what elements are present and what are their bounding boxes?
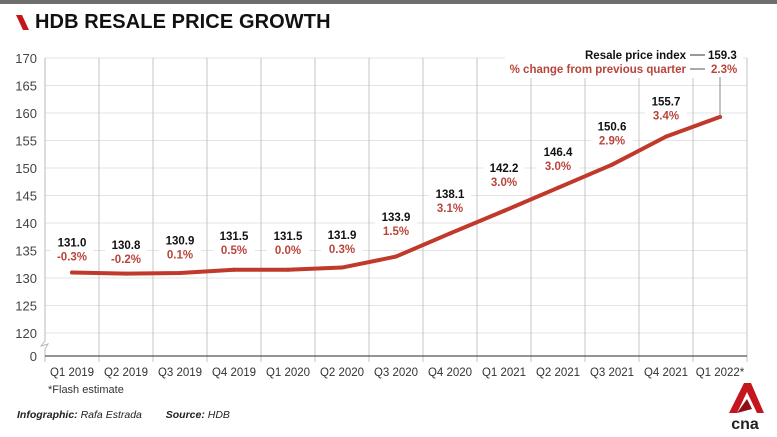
data-point — [178, 271, 182, 276]
value-label: 130.8 — [112, 240, 141, 252]
value-label: 150.6 — [598, 122, 627, 134]
label-background — [483, 158, 525, 185]
legend-pct-value: 2.3% — [711, 64, 737, 76]
flash-estimate-note: *Flash estimate — [48, 384, 124, 396]
legend-index-value: 159.3 — [708, 50, 737, 62]
value-label: 131.5 — [274, 231, 303, 243]
y-tick-label: 140 — [15, 216, 37, 231]
x-tick-label: Q4 2020 — [428, 367, 472, 379]
label-background — [537, 142, 579, 169]
pct-label: 1.5% — [383, 226, 409, 238]
label-background — [159, 231, 201, 258]
pct-label: 3.4% — [653, 111, 679, 123]
pct-label: 3.0% — [491, 177, 517, 189]
label-background — [321, 226, 363, 253]
data-point — [502, 208, 506, 213]
x-tick-label: Q2 2019 — [104, 367, 148, 379]
y-tick-label: 0 — [30, 349, 37, 364]
top-bar — [0, 0, 777, 4]
label-background — [213, 226, 255, 253]
legend-background — [505, 44, 743, 78]
x-tick-label: Q3 2019 — [158, 367, 202, 379]
value-label: 133.9 — [382, 212, 411, 224]
y-tick-label: 130 — [15, 271, 37, 286]
x-tick-label: Q1 2019 — [50, 367, 94, 379]
label-background — [429, 184, 471, 211]
data-point — [124, 271, 128, 276]
pct-label: 3.1% — [437, 203, 463, 215]
x-tick-label: Q1 2020 — [266, 367, 310, 379]
pct-label: 0.3% — [329, 244, 355, 256]
source-value: HDB — [207, 409, 230, 421]
x-tick-label: Q3 2021 — [590, 367, 634, 379]
x-tick-label: Q1 2021 — [482, 367, 526, 379]
x-tick-label: Q1 2022* — [696, 367, 745, 379]
value-label: 131.0 — [58, 238, 87, 250]
x-tick-label: Q3 2020 — [374, 367, 418, 379]
pct-label: 2.9% — [599, 136, 625, 148]
pct-label: -0.3% — [57, 252, 87, 264]
x-tick-label: Q2 2020 — [320, 367, 364, 379]
value-label: 131.5 — [220, 231, 249, 243]
pct-label: 0.0% — [275, 245, 301, 257]
x-tick-label: Q4 2019 — [212, 367, 256, 379]
y-tick-label: 145 — [15, 189, 37, 204]
title-slash-icon — [16, 15, 29, 30]
legend-index-label: Resale price index — [585, 50, 687, 62]
y-tick-label: 150 — [15, 161, 37, 176]
legend-pct-label: % change from previous quarter — [510, 64, 687, 76]
data-point — [448, 231, 452, 236]
y-tick-label: 135 — [15, 244, 37, 259]
data-point — [340, 265, 344, 270]
y-axis-break — [39, 58, 50, 362]
infographic-label: Infographic: — [17, 409, 78, 421]
pct-label: 3.0% — [545, 161, 571, 173]
label-background — [375, 208, 417, 235]
data-point — [232, 267, 236, 272]
label-background — [51, 233, 93, 260]
y-tick-label: 165 — [15, 79, 37, 94]
footer: Infographic: Rafa Estrada Source: HDB — [17, 409, 230, 421]
data-point — [664, 134, 668, 139]
infographic-credit: Rafa Estrada — [80, 409, 142, 421]
value-label: 146.4 — [544, 147, 573, 159]
value-label: 138.1 — [436, 189, 465, 201]
y-tick-label: 120 — [15, 326, 37, 341]
y-tick-label: 155 — [15, 134, 37, 149]
y-tick-label: 125 — [15, 299, 37, 314]
data-point — [286, 267, 290, 272]
pct-label: 0.1% — [167, 250, 193, 262]
source-label: Source: — [165, 409, 205, 421]
data-point — [556, 185, 560, 190]
value-label: 130.9 — [166, 236, 195, 248]
y-tick-label: 170 — [15, 51, 37, 66]
value-label: 142.2 — [490, 163, 519, 175]
value-label: 155.7 — [652, 97, 681, 109]
label-background — [267, 226, 309, 253]
page-title: HDB RESALE PRICE GROWTH — [35, 11, 331, 33]
x-tick-label: Q4 2021 — [644, 367, 688, 379]
pct-label: -0.2% — [111, 254, 141, 266]
label-background — [105, 236, 147, 263]
data-point — [394, 254, 398, 259]
label-background — [591, 117, 633, 144]
pct-label: 0.5% — [221, 245, 247, 257]
y-tick-label: 160 — [15, 106, 37, 121]
data-point — [70, 270, 74, 275]
label-background — [645, 92, 687, 119]
value-label: 131.9 — [328, 230, 357, 242]
x-tick-label: Q2 2021 — [536, 367, 580, 379]
data-point — [610, 162, 614, 167]
